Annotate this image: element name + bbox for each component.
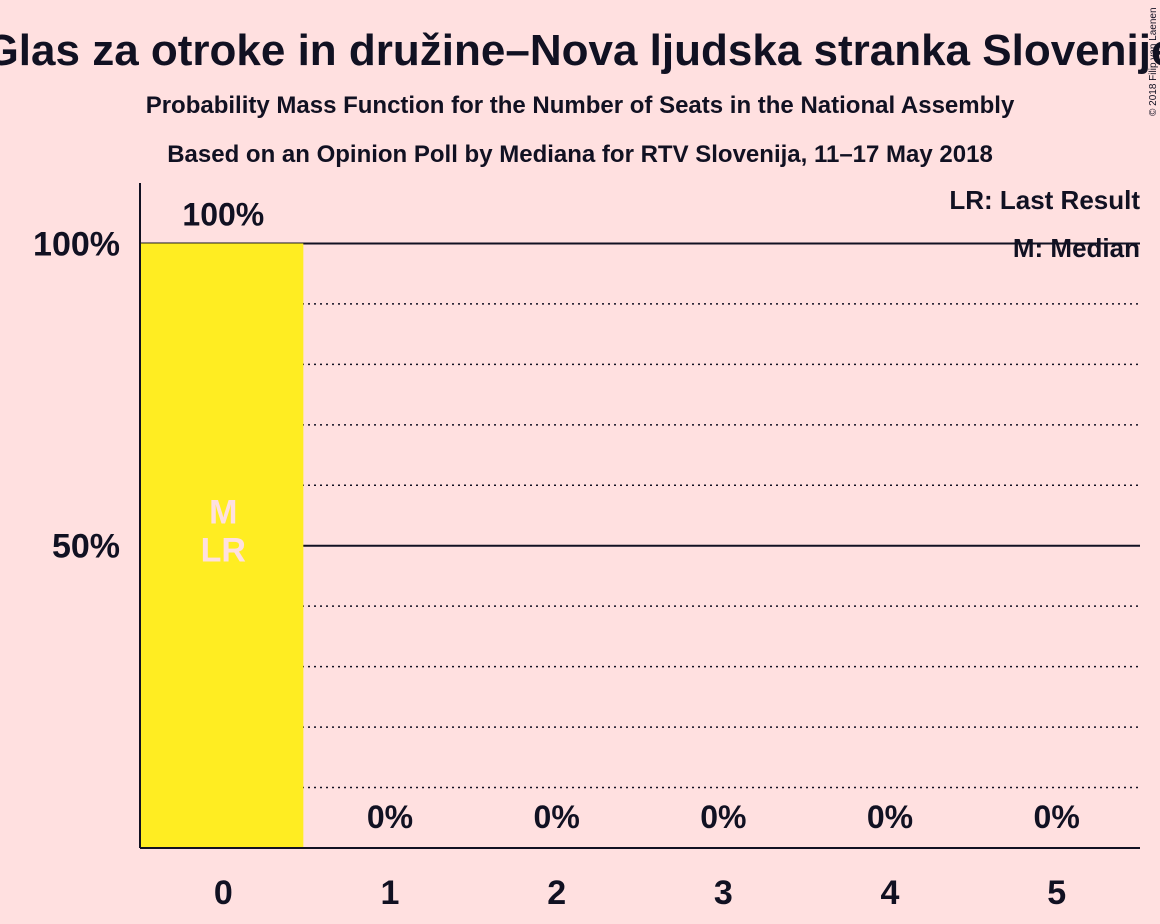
chart-subtitle: Probability Mass Function for the Number…	[146, 92, 1015, 119]
data-label: 0%	[700, 799, 746, 835]
labels: 50% 100% 0 1 2 3 4 5 100% 0% 0% 0% 0% 0% MLR	[33, 196, 1080, 912]
bar-marker-lr: LR	[201, 532, 246, 570]
legend-median: M: Median	[1013, 233, 1140, 263]
y-tick-label: 50%	[52, 528, 120, 566]
bars	[140, 243, 304, 849]
x-tick-label: 1	[381, 874, 400, 912]
y-tick-label: 100%	[33, 225, 120, 263]
x-tick-label: 3	[714, 874, 733, 912]
chart-subtitle-poll: Based on an Opinion Poll by Mediana for …	[167, 141, 993, 168]
data-label: 0%	[867, 799, 913, 835]
data-label: 0%	[534, 799, 580, 835]
x-tick-label: 0	[214, 874, 233, 912]
data-label: 100%	[182, 196, 264, 232]
gridlines	[140, 242, 1140, 789]
axes	[139, 183, 1140, 849]
data-label: 0%	[1034, 799, 1080, 835]
chart-title: Glas za otroke in družine–Nova ljudska s…	[0, 26, 1160, 75]
copyright-note: © 2018 Filip van Laenen	[1148, 7, 1159, 116]
bar-0	[140, 243, 304, 849]
data-label: 0%	[367, 799, 413, 835]
bar-marker-m: M	[209, 494, 237, 532]
x-tick-label: 2	[547, 874, 566, 912]
x-tick-label: 5	[1047, 874, 1066, 912]
x-tick-label: 4	[881, 874, 900, 912]
legend-last-result: LR: Last Result	[949, 185, 1140, 215]
